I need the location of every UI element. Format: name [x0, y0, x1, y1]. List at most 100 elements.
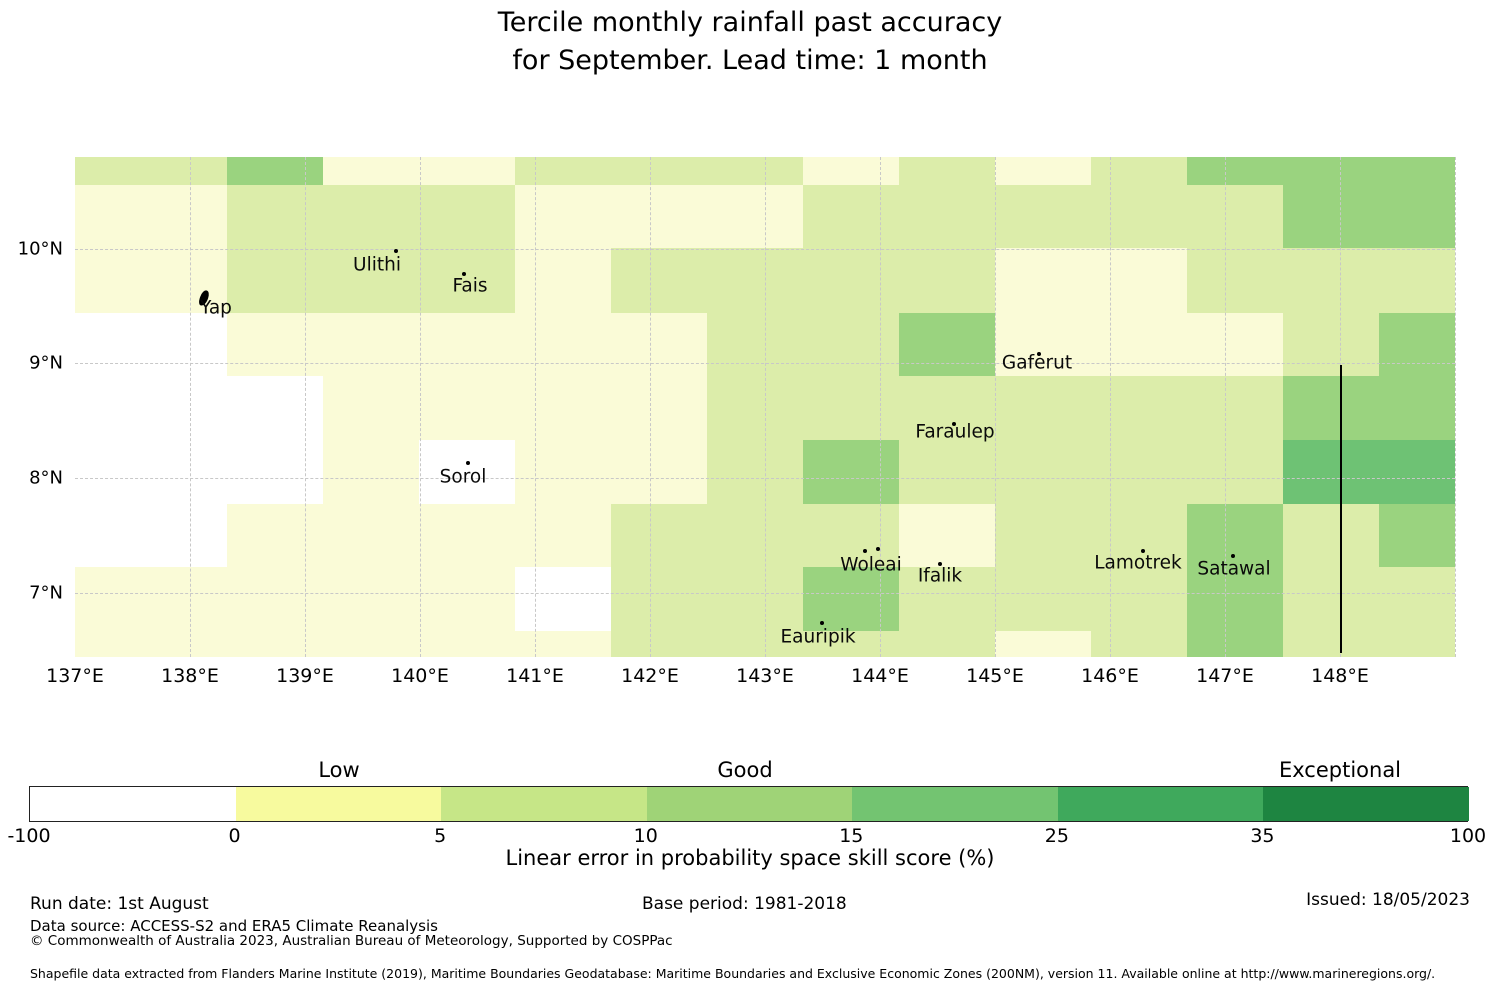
map-cell: [419, 376, 515, 440]
map-cell: [899, 440, 995, 504]
island-dot-fais: [462, 272, 466, 276]
map-cell: [899, 248, 995, 313]
map-cell: [515, 504, 611, 567]
longitude-gridline: [1455, 157, 1456, 657]
map-cell: [1379, 157, 1455, 185]
island-dot-woleai: [863, 549, 867, 553]
colorbar-segment: [30, 787, 236, 821]
map-cell: [707, 631, 803, 657]
map-cell: [1283, 157, 1379, 185]
latitude-tick-label: 7°N: [29, 582, 63, 604]
map-cell: [995, 631, 1091, 657]
eez-boundary-line: [1340, 365, 1342, 653]
map-cell: [323, 440, 419, 504]
colorbar-tick-label: 35: [1250, 825, 1275, 847]
map-cell: [611, 440, 707, 504]
island-dot-faraulep: [952, 422, 956, 426]
map-cell: [75, 248, 131, 313]
colorbar-segment: [441, 787, 647, 821]
map-cell: [611, 631, 707, 657]
map-cell: [1091, 504, 1187, 567]
issued-date-text: Issued: 18/05/2023: [1306, 890, 1470, 910]
map-cell: [995, 504, 1091, 567]
island-label-gaferut: Gaferut: [1001, 352, 1073, 374]
map-cell: [899, 313, 995, 376]
longitude-gridline: [305, 157, 306, 657]
map-cell: [75, 376, 131, 440]
map-cell: [707, 504, 803, 567]
map-cell: [515, 440, 611, 504]
map-cell: [75, 504, 131, 567]
map-cell: [323, 248, 419, 313]
island-dot-ifalik: [938, 562, 942, 566]
map-cell: [131, 631, 227, 657]
map-cell: [323, 313, 419, 376]
map-cell: [1283, 248, 1379, 313]
map-cell: [227, 376, 323, 440]
colorbar-tick-label: -100: [7, 825, 51, 847]
map-cell: [899, 567, 995, 631]
map-cell: [323, 376, 419, 440]
map-cell: [995, 567, 1091, 631]
colorbar-tick-label: 10: [633, 825, 658, 847]
map-cell: [611, 567, 707, 631]
map-cell: [995, 440, 1091, 504]
map-cell: [131, 376, 227, 440]
map-cell: [611, 504, 707, 567]
colorbar-segment: [852, 787, 1058, 821]
island-label-satawal: Satawal: [1197, 558, 1271, 580]
longitude-tick-label: 137°E: [46, 665, 104, 687]
map-cell: [323, 185, 419, 248]
map-cell: [515, 567, 611, 631]
map-cell: [419, 157, 515, 185]
map-cell: [515, 157, 611, 185]
map-cell: [419, 504, 515, 567]
map-cell: [1091, 248, 1187, 313]
map-cell: [515, 631, 611, 657]
map-cell: [611, 185, 707, 248]
map-cell: [515, 376, 611, 440]
map-cell: [1283, 567, 1379, 631]
longitude-gridline: [650, 157, 651, 657]
island-dot-gaferut: [1037, 352, 1041, 356]
latitude-gridline: [75, 363, 1455, 364]
map-cell: [1091, 157, 1187, 185]
map-cell: [75, 313, 131, 376]
colorbar-segment: [235, 787, 442, 821]
colorbar-segment: [1263, 787, 1469, 821]
island-label-sorol: Sorol: [439, 466, 487, 488]
colorbar-tick-label: 100: [1449, 825, 1487, 847]
map-cell: [899, 376, 995, 440]
map-cell: [75, 567, 131, 631]
map-cell: [803, 567, 899, 631]
map-cell: [1379, 504, 1455, 567]
map-cell: [803, 631, 899, 657]
island-label-yap: Yap: [200, 297, 232, 319]
longitude-tick-label: 138°E: [161, 665, 219, 687]
map-cell: [1187, 567, 1283, 631]
island-dot-woleai: [876, 547, 880, 551]
colorbar-tick-label: 5: [434, 825, 447, 847]
island-label-faraulep: Faraulep: [915, 421, 995, 443]
longitude-tick-label: 143°E: [736, 665, 794, 687]
map-cell: [803, 157, 899, 185]
map-cell: [419, 631, 515, 657]
map-cell: [1091, 631, 1187, 657]
map-cell: [227, 185, 323, 248]
map-cell: [803, 376, 899, 440]
longitude-tick-label: 148°E: [1311, 665, 1369, 687]
colorbar-section-label: Good: [717, 758, 773, 782]
colorbar-section-label: Low: [318, 758, 360, 782]
island-label-fais: Fais: [452, 275, 488, 297]
map-cell: [1283, 313, 1379, 376]
map-cell: [1283, 185, 1379, 248]
longitude-tick-label: 144°E: [851, 665, 909, 687]
colorbar: [29, 786, 1469, 822]
map-cell: [1283, 440, 1379, 504]
map-cell: [227, 567, 323, 631]
island-dot-sorol: [466, 461, 470, 465]
latitude-gridline: [75, 249, 1455, 250]
